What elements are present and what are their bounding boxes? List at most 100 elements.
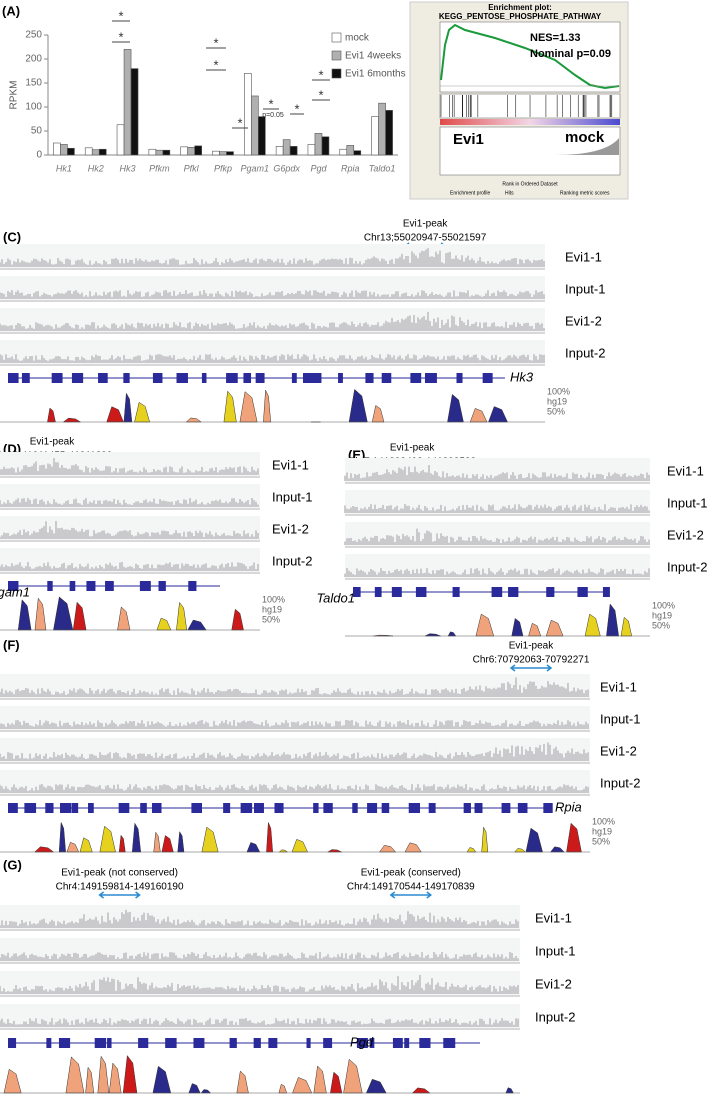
bar (371, 116, 379, 156)
significance-label: * (237, 115, 242, 130)
exon (356, 1038, 368, 1048)
conservation-peak (528, 622, 542, 637)
exon (107, 1038, 112, 1048)
conservation-peak (34, 597, 47, 631)
track-name: Evi1-1 (535, 910, 572, 925)
track-name: Evi1-2 (600, 743, 637, 758)
conservation-peak (97, 1055, 110, 1094)
coverage (344, 464, 650, 481)
track-name: Evi1-2 (667, 527, 704, 542)
bar (91, 149, 100, 156)
coverage (0, 290, 545, 299)
panel-label: (G) (3, 857, 22, 872)
exon (243, 373, 252, 383)
es-plot-area (439, 21, 621, 93)
bar (187, 147, 195, 156)
conservation-peak (134, 401, 151, 423)
gene-name: Pgd (350, 1034, 374, 1049)
peak-label: Evi1-peak (509, 641, 554, 652)
exon (443, 1038, 456, 1048)
significance-label: * (213, 35, 218, 50)
coverage (0, 677, 589, 697)
x-axis-label: Rank in Ordered Dataset (502, 181, 558, 187)
x-tick-label: Hk3 (120, 163, 136, 173)
exon (482, 373, 493, 383)
track-name: Input-1 (535, 943, 575, 958)
exon (51, 373, 63, 383)
exon (410, 373, 422, 383)
rank-bar (440, 119, 620, 125)
panel-label: (C) (3, 229, 21, 244)
exon (508, 587, 519, 597)
exon (240, 803, 253, 813)
exon (381, 373, 392, 383)
conservation-peak (62, 417, 82, 423)
exon (71, 373, 84, 383)
exon (188, 581, 197, 591)
exon (118, 803, 130, 813)
x-tick-label: Rpia (341, 163, 360, 173)
y-tick-label: 50 (31, 126, 43, 137)
conservation-peak (566, 822, 582, 853)
exon (323, 1038, 333, 1048)
conservation-peak (3, 1068, 22, 1094)
legend-swatch (331, 32, 342, 43)
exon (274, 803, 284, 813)
conservation-peak (117, 606, 131, 631)
conservation-peak (72, 601, 87, 631)
track-name: Input-1 (272, 489, 312, 504)
exon (313, 373, 322, 383)
peak-label: Evi1-peak (30, 437, 75, 448)
track-name: Input-1 (565, 281, 605, 296)
exon (602, 587, 610, 597)
conservation-peak (379, 845, 397, 853)
exon (105, 581, 114, 591)
exon (501, 803, 511, 813)
bar (346, 145, 355, 156)
exon (392, 1038, 403, 1048)
exon (303, 373, 314, 383)
exon (391, 587, 402, 597)
conservation-peak (187, 619, 207, 631)
conservation-peak (99, 825, 116, 853)
exon (268, 1038, 278, 1048)
exon (158, 581, 166, 591)
conservation-peak (266, 822, 273, 853)
conservation-peak (343, 1058, 363, 1094)
conservation-peak (188, 1083, 201, 1094)
significance-label: p=0.05 (262, 112, 284, 119)
conservation-peak (201, 826, 219, 853)
track-name: Input-2 (667, 559, 707, 574)
exon (352, 803, 358, 813)
exon (24, 803, 37, 813)
exon (8, 803, 18, 813)
conservation-peak (511, 617, 524, 637)
conservation-peak (584, 613, 601, 637)
conservation-peak (79, 837, 93, 853)
exon (452, 587, 460, 597)
bar (84, 147, 93, 156)
exon (151, 803, 162, 813)
track-name: Evi1-1 (600, 679, 637, 694)
conservation-peak (177, 830, 185, 853)
bar (307, 144, 316, 156)
conservation-peak (424, 633, 441, 637)
metric-curve (555, 138, 619, 155)
peak-arrow (389, 891, 433, 899)
exon (353, 587, 361, 597)
exon (8, 1038, 17, 1048)
bar (130, 68, 139, 156)
x-tick-label: Pgd (310, 163, 327, 173)
exon (255, 373, 265, 383)
bar (244, 73, 252, 156)
exon (323, 803, 333, 813)
bar (60, 144, 68, 156)
legend-label: Evi1 4weeks (345, 51, 401, 62)
bar (339, 148, 348, 156)
exon (517, 803, 528, 813)
conservation-peak (200, 1089, 212, 1094)
significance-label: * (213, 57, 218, 72)
exon (306, 1038, 311, 1048)
exon (86, 581, 96, 591)
exon (313, 803, 319, 813)
